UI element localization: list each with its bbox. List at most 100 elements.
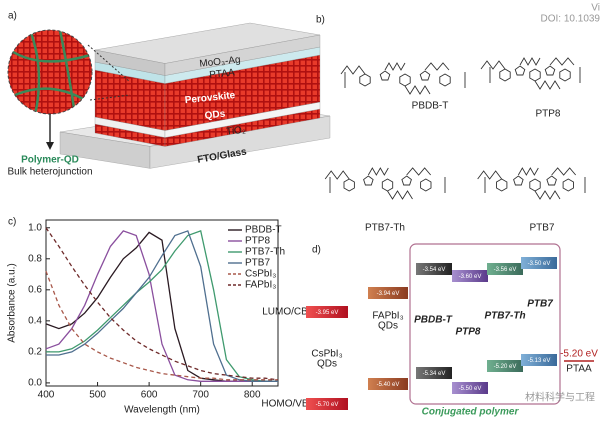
doi-corner: Vi — [591, 3, 600, 14]
bond — [343, 178, 355, 192]
bond — [363, 175, 374, 186]
level-bar — [521, 257, 557, 269]
material-label: PTP8 — [455, 327, 480, 338]
x-tick-label: 700 — [192, 390, 209, 401]
y-tick-label: 1.0 — [28, 222, 42, 233]
legend-label: CsPbI₃ — [245, 269, 276, 280]
bond — [562, 178, 574, 192]
legend-label: PBDB-T — [245, 225, 282, 236]
level-bar — [452, 270, 488, 282]
legend-label: PTP8 — [245, 236, 270, 247]
bracket — [344, 72, 466, 88]
structures — [324, 57, 586, 200]
panel-label: b) — [316, 15, 325, 26]
bond — [379, 70, 391, 81]
bond — [404, 85, 431, 95]
watermark: 材料科学与工程 — [525, 391, 595, 404]
series-line — [46, 230, 278, 382]
level-value: -5.13 eV — [528, 358, 551, 364]
level-value: -5.50 eV — [459, 386, 482, 392]
level-bar — [452, 382, 488, 394]
panel-d: d) LUMO/CB HOMO/VB -3.95 eV -5.70 eV CsP… — [261, 243, 598, 418]
inset-title: Polymer-QD — [21, 155, 79, 166]
level-bar — [487, 360, 523, 372]
axis-label: LUMO/CB — [262, 307, 308, 318]
structure-label: PTB7 — [529, 223, 554, 234]
layer-label: TiO₂ — [226, 125, 247, 138]
level-value: -3.60 eV — [459, 274, 482, 280]
bond — [559, 68, 571, 82]
level-value: -3.50 eV — [528, 261, 551, 267]
bracket — [489, 67, 581, 83]
polymer-frame — [409, 243, 561, 405]
panel-b: b) Vi DOI: 10.1039 PBDB-T PTP8 PTB7-Th P… — [316, 3, 600, 234]
series-line — [45, 270, 278, 381]
arrowhead — [46, 142, 54, 150]
bond — [499, 68, 511, 82]
panel-label: a) — [8, 11, 17, 22]
y-tick-label: 0.8 — [28, 253, 42, 264]
bond — [359, 73, 371, 87]
bond — [549, 57, 575, 66]
level-value: -3.54 eV — [423, 267, 446, 273]
inset — [8, 30, 92, 114]
bond — [517, 167, 539, 176]
level-value: -5.70 eV — [316, 402, 339, 408]
layer-label: PTAA — [209, 67, 236, 81]
series-line — [45, 230, 278, 382]
level-value: -5.20 eV — [560, 349, 598, 360]
y-axis-label: Absorbance (a.u.) — [7, 263, 18, 343]
level-bar — [521, 354, 557, 366]
bond — [340, 65, 366, 75]
bond — [519, 57, 541, 66]
panel-label: d) — [312, 245, 321, 256]
bond — [544, 65, 556, 76]
level-bar — [368, 287, 408, 299]
level-value: -5.34 eV — [423, 371, 446, 377]
legend-label: PTB7-Th — [245, 247, 285, 258]
bond — [534, 190, 561, 200]
level-value: -5.20 eV — [494, 364, 517, 370]
x-axis-label: Wavelength (nm) — [124, 405, 200, 416]
level-value: -5.40 eV — [377, 382, 400, 388]
bond — [529, 178, 541, 192]
bond — [406, 167, 432, 176]
y-tick-label: 0.2 — [28, 347, 42, 358]
legend-label: FAPbI₃ — [245, 280, 276, 291]
bracket — [484, 177, 586, 193]
level-value: -3.56 eV — [494, 267, 517, 273]
y-tick-label: 0.0 — [28, 378, 42, 389]
x-tick-label: 600 — [141, 390, 158, 401]
bond — [439, 73, 451, 87]
bond — [551, 167, 577, 176]
material-label: CsPbI₃ — [311, 349, 342, 360]
layer-label: Perovskite — [184, 90, 236, 106]
level-value: -3.95 eV — [316, 310, 339, 316]
doi: DOI: 10.1039 — [541, 14, 600, 25]
layer-side — [164, 34, 321, 76]
bond — [401, 175, 412, 186]
x-tick-label: 400 — [38, 390, 55, 401]
y-tick-label: 0.6 — [28, 284, 42, 295]
device-stack — [59, 22, 331, 169]
structure-label: PTB7-Th — [365, 223, 405, 234]
guide — [87, 44, 131, 83]
bond — [496, 178, 508, 192]
bond — [546, 175, 557, 186]
y-tick-label: 0.4 — [28, 315, 42, 326]
bracket — [329, 177, 446, 193]
structure-label: PTP8 — [535, 109, 560, 120]
legend-label: PTB7 — [245, 258, 270, 269]
x-tick-label: 800 — [244, 390, 261, 401]
guide — [89, 94, 131, 101]
layer-label: QDs — [204, 109, 226, 122]
material-label: PBDB-T — [414, 315, 453, 326]
level-bar — [306, 398, 348, 410]
series-line — [46, 230, 278, 382]
bond — [477, 170, 503, 180]
level-bar — [368, 378, 408, 390]
x-tick-label: 500 — [89, 390, 106, 401]
structure-label: PBDB-T — [412, 101, 449, 112]
bond — [419, 70, 431, 81]
group-label: Conjugated polymer — [422, 407, 520, 418]
